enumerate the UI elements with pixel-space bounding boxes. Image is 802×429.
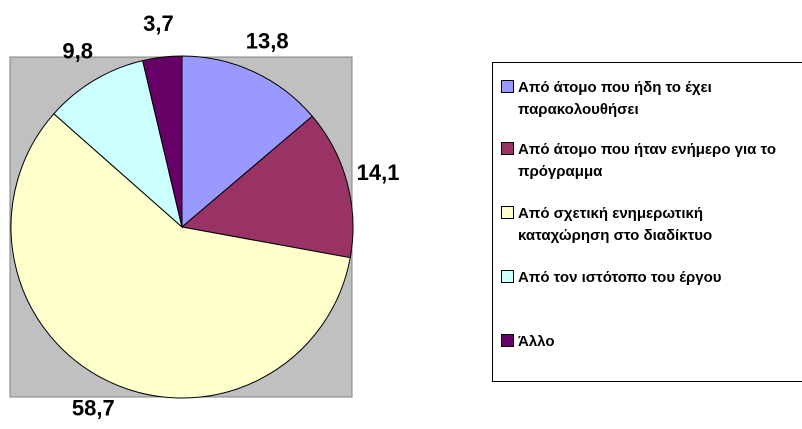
pie-slice xyxy=(53,59,183,229)
pie-slice xyxy=(10,113,351,399)
legend-swatch xyxy=(501,270,514,283)
legend-label: Από άτομο που ήταν ενήμερο για το πρόγρα… xyxy=(518,141,776,180)
pie-slice xyxy=(142,55,183,228)
pie-slice xyxy=(181,55,313,229)
legend-label: Από τον ιστότοπο του έργου xyxy=(518,269,722,286)
legend-swatch xyxy=(501,334,514,347)
legend: Από άτομο που ήδη το έχει παρακολουθήσει… xyxy=(492,62,802,382)
legend-item: Από άτομο που ήδη το έχει παρακολουθήσει xyxy=(501,77,801,121)
legend-label: Από σχετική ενημερωτική καταχώρηση στο δ… xyxy=(518,205,713,244)
data-label: 13,8 xyxy=(246,29,289,54)
legend-label: Από άτομο που ήδη το έχει παρακολουθήσει xyxy=(518,79,712,118)
data-label: 58,7 xyxy=(72,395,115,420)
data-label: 14,1 xyxy=(357,160,400,185)
pie-slice xyxy=(180,115,354,259)
legend-swatch xyxy=(501,80,514,93)
data-label: 3,7 xyxy=(143,11,174,36)
data-label: 9,8 xyxy=(62,39,93,64)
legend-item: Από άτομο που ήταν ενήμερο για το πρόγρα… xyxy=(501,139,801,183)
legend-swatch xyxy=(501,206,514,219)
legend-item: Από τον ιστότοπο του έργου xyxy=(501,267,801,289)
legend-item: Άλλο xyxy=(501,331,801,353)
legend-swatch xyxy=(501,142,514,155)
legend-item: Από σχετική ενημερωτική καταχώρηση στο δ… xyxy=(501,203,801,247)
legend-label: Άλλο xyxy=(518,333,555,350)
